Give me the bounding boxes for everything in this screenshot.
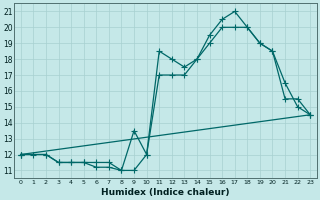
X-axis label: Humidex (Indice chaleur): Humidex (Indice chaleur)	[101, 188, 230, 197]
